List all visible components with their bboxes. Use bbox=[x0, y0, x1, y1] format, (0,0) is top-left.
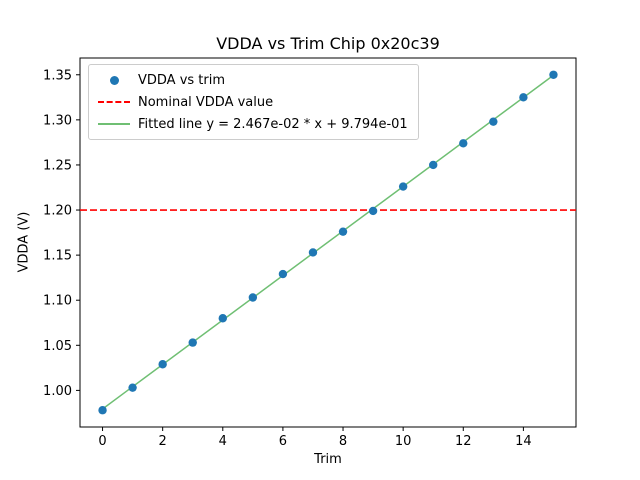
legend-item-fit: Fitted line y = 2.467e-02 * x + 9.794e-0… bbox=[98, 116, 408, 132]
data-point bbox=[489, 117, 498, 126]
legend-label-nominal: Nominal VDDA value bbox=[138, 94, 274, 110]
data-point bbox=[398, 182, 408, 191]
axes-frame bbox=[79, 57, 577, 428]
legend: VDDA vs trim Nominal VDDA value Fitted l… bbox=[88, 64, 419, 140]
y-tick-label: 1.30 bbox=[43, 113, 72, 128]
scatter-marker-icon bbox=[109, 75, 119, 85]
x-tick-label: 12 bbox=[455, 434, 472, 449]
data-point bbox=[338, 227, 348, 236]
fitted-line bbox=[102, 74, 554, 410]
y-tick-label: 1.05 bbox=[43, 339, 72, 354]
dashed-line-icon bbox=[98, 101, 130, 103]
legend-handle bbox=[98, 101, 130, 103]
data-point bbox=[278, 269, 288, 279]
data-point bbox=[128, 383, 137, 392]
legend-item-nominal: Nominal VDDA value bbox=[98, 94, 408, 110]
data-point bbox=[549, 70, 558, 79]
y-tick-label: 1.15 bbox=[43, 249, 72, 264]
data-point bbox=[308, 248, 318, 257]
data-point bbox=[248, 293, 258, 302]
y-tick-label: 1.00 bbox=[43, 384, 72, 399]
y-tick-label: 1.10 bbox=[43, 294, 72, 309]
x-tick-label: 0 bbox=[98, 434, 106, 449]
x-tick-label: 10 bbox=[395, 434, 412, 449]
legend-label-scatter: VDDA vs trim bbox=[138, 72, 226, 88]
chart-title: VDDA vs Trim Chip 0x20c39 bbox=[216, 34, 440, 53]
data-point bbox=[368, 206, 378, 216]
data-point bbox=[459, 139, 468, 148]
data-point bbox=[98, 406, 107, 415]
data-point bbox=[188, 338, 197, 347]
legend-handle bbox=[98, 75, 130, 85]
data-point bbox=[158, 360, 167, 369]
legend-item-scatter: VDDA vs trim bbox=[98, 72, 408, 88]
y-axis-label: VDDA (V) bbox=[16, 211, 32, 273]
x-tick-label: 4 bbox=[219, 434, 227, 449]
x-tick-label: 2 bbox=[159, 434, 167, 449]
y-tick-label: 1.20 bbox=[43, 204, 72, 219]
y-tick-label: 1.35 bbox=[43, 68, 72, 83]
x-tick-label: 14 bbox=[515, 434, 532, 449]
x-tick-label: 6 bbox=[279, 434, 287, 449]
data-point bbox=[519, 93, 528, 102]
x-tick-label: 8 bbox=[339, 434, 347, 449]
solid-line-icon bbox=[98, 123, 130, 125]
legend-label-fit: Fitted line y = 2.467e-02 * x + 9.794e-0… bbox=[138, 116, 408, 132]
data-point bbox=[429, 160, 438, 170]
y-tick-label: 1.25 bbox=[43, 158, 72, 173]
data-point bbox=[218, 314, 227, 323]
legend-handle bbox=[98, 123, 130, 125]
x-axis-label: Trim bbox=[314, 452, 342, 467]
